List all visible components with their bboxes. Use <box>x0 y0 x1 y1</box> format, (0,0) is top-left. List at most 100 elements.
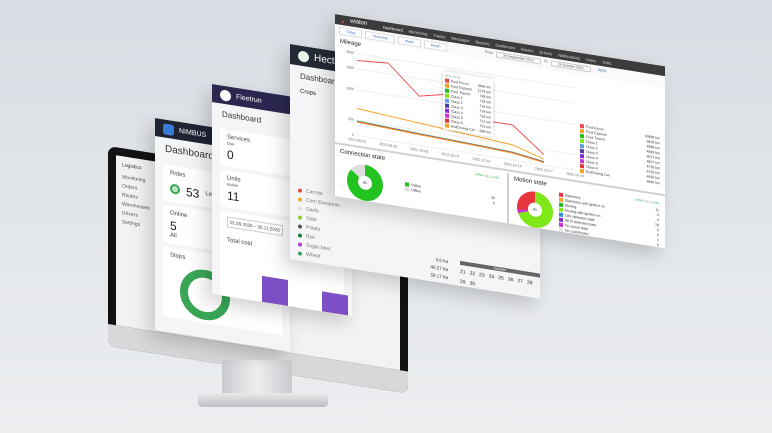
nav-item[interactable]: Messages <box>451 34 470 43</box>
state-swatch-icon <box>559 206 563 212</box>
legend-dot-icon <box>298 223 302 229</box>
tooltip-swatch-icon <box>445 122 449 128</box>
x-tick-label: 2022-10-20 <box>566 172 584 179</box>
legend-swatch-icon <box>580 128 584 133</box>
state-count: 1 <box>657 237 659 242</box>
to-label: To <box>543 59 548 64</box>
nav-item[interactable]: Geofences <box>495 41 515 50</box>
legend-swatch-icon <box>580 153 584 158</box>
nimbus-logo-icon <box>163 122 174 136</box>
tooltip-swatch-icon <box>445 92 449 98</box>
legend-dot-icon <box>298 196 302 202</box>
legend-swatch-icon <box>580 163 584 168</box>
calendar-day[interactable]: 23 <box>479 271 485 279</box>
x-tick-label: 2022-10-10 <box>473 157 491 164</box>
brand: Fleetrun <box>236 93 262 105</box>
hecterra-logo-icon <box>298 49 309 63</box>
state-count: 0 <box>657 227 659 232</box>
x-tick-label: 2022-10-03 <box>410 147 428 154</box>
tooltip-value: 688 km <box>479 128 491 135</box>
crop-name: Oats <box>306 215 317 223</box>
legend-swatch-icon <box>580 143 584 148</box>
nav-item[interactable]: Drivers <box>539 48 553 56</box>
x-tick-label: 2022-09-29 <box>379 142 397 149</box>
legend-dot-icon <box>298 214 302 220</box>
cost-bar <box>322 291 348 316</box>
donut-center: 41 <box>358 174 372 191</box>
legend-swatch-icon <box>580 133 584 138</box>
calendar-day[interactable]: 26 <box>507 276 514 284</box>
nav-item[interactable]: Dashboard <box>383 24 403 33</box>
from-label: From <box>485 49 494 56</box>
calendar-day[interactable]: 24 <box>488 273 495 281</box>
fleetrun-logo-icon <box>220 88 231 102</box>
brand: wialon <box>350 18 368 28</box>
state-count: 0 <box>657 232 659 237</box>
gridline <box>357 52 575 89</box>
nav-item[interactable]: Reports <box>475 38 490 46</box>
state-swatch-icon <box>559 226 563 232</box>
legend-swatch-icon <box>580 148 584 153</box>
donut-center: 41 <box>528 201 542 218</box>
rides-value: 53 <box>186 184 200 202</box>
state-swatch-icon <box>405 186 409 192</box>
calendar-day[interactable]: 27 <box>517 278 523 285</box>
tooltip-swatch-icon <box>445 87 449 93</box>
calendar-day[interactable]: 29 <box>460 278 466 286</box>
legend-dot-icon <box>298 205 302 211</box>
state-swatch-icon <box>559 191 563 197</box>
state-swatch-icon <box>559 211 563 217</box>
y-tick-label: 650 <box>348 117 354 122</box>
tooltip-swatch-icon <box>445 102 449 108</box>
x-tick-label: 2022-10-07 <box>441 152 459 159</box>
legend-swatch-icon <box>580 138 584 143</box>
connection-donut: 41 <box>347 161 383 204</box>
calendar-day[interactable]: 22 <box>469 270 476 278</box>
tooltip-swatch-icon <box>445 82 449 88</box>
calendar-day[interactable]: 25 <box>498 274 504 282</box>
legend-dot-icon <box>298 232 302 238</box>
legend-dot-icon <box>298 187 302 193</box>
state-count: 29 <box>655 222 659 227</box>
legend-dot-icon <box>298 250 302 256</box>
calendar-day[interactable]: 30 <box>469 280 476 288</box>
crop-name: Rye <box>306 233 315 241</box>
x-tick-label: 2022-10-14 <box>504 162 522 169</box>
state-count: 0 <box>657 217 659 222</box>
state-count: 35 <box>491 195 495 200</box>
tooltip-swatch-icon <box>445 77 449 83</box>
rides-icon <box>170 183 180 195</box>
state-count: 0 <box>657 242 659 247</box>
tooltip-swatch-icon <box>445 112 449 118</box>
nav-item[interactable]: Monitoring <box>408 28 428 37</box>
tooltip-swatch-icon <box>445 117 449 123</box>
calendar-day[interactable]: 28 <box>526 279 533 287</box>
nav-item[interactable]: Units <box>602 58 612 66</box>
wialon-panel: ◢ wialon Dashboard Monitoring Tracks Messages… <box>335 14 665 249</box>
calendar-day[interactable]: 21 <box>460 268 466 276</box>
nav-item[interactable]: Tracks <box>433 32 446 39</box>
legend-swatch-icon <box>580 168 584 173</box>
y-tick-label: 1950 <box>346 86 354 91</box>
tooltip-swatch-icon <box>445 107 449 113</box>
brand: NIMBUS <box>179 127 207 139</box>
legend-swatch-icon <box>580 123 584 128</box>
state-count: 6 <box>493 200 495 205</box>
nav-item[interactable]: Users <box>585 56 597 63</box>
x-tick-label: 2022-10-17 <box>535 167 553 174</box>
y-tick-label: 2850 <box>346 65 354 70</box>
state-swatch-icon <box>559 196 563 202</box>
y-tick-label: 0 <box>352 133 354 137</box>
wialon-logo-icon: ◢ <box>341 17 345 23</box>
y-tick-label: 3500 <box>346 50 354 55</box>
date-range-picker[interactable]: 01.09.2020 – 30.11.2020 <box>227 216 283 237</box>
nav-item[interactable]: Routes <box>520 45 534 53</box>
gridline <box>357 134 575 171</box>
crop-name: Wheat <box>306 251 321 260</box>
state-swatch-icon <box>559 201 563 207</box>
legend-swatch-icon <box>580 158 584 163</box>
cost-bar <box>262 275 288 307</box>
series-line <box>356 121 544 163</box>
state-swatch-icon <box>559 216 563 222</box>
x-tick-label: 2022-09-26 <box>348 137 366 144</box>
